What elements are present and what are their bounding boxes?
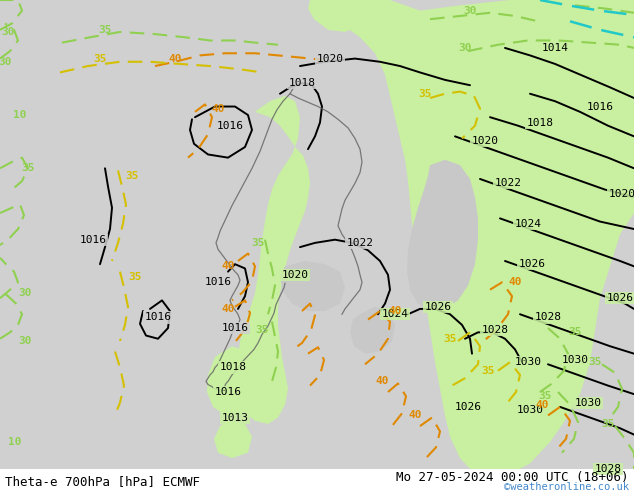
Text: 35: 35 bbox=[251, 238, 265, 248]
Text: 1016: 1016 bbox=[205, 277, 231, 287]
Polygon shape bbox=[308, 0, 360, 32]
Polygon shape bbox=[407, 160, 478, 311]
Text: 1016: 1016 bbox=[214, 387, 242, 397]
Text: 30: 30 bbox=[458, 43, 472, 53]
Text: 1030: 1030 bbox=[562, 355, 588, 365]
Text: 1026: 1026 bbox=[425, 302, 451, 312]
Text: 35: 35 bbox=[601, 419, 615, 429]
Text: 35: 35 bbox=[256, 325, 269, 335]
Text: 35: 35 bbox=[568, 327, 582, 337]
Text: 1018: 1018 bbox=[526, 118, 553, 127]
Text: 1024: 1024 bbox=[382, 309, 408, 319]
Text: 1026: 1026 bbox=[607, 293, 633, 303]
Text: 40: 40 bbox=[221, 304, 235, 314]
Text: 10: 10 bbox=[8, 437, 22, 447]
Text: 1014: 1014 bbox=[541, 43, 569, 53]
Text: 1024: 1024 bbox=[515, 219, 541, 229]
Text: Theta-e 700hPa [hPa] ECMWF: Theta-e 700hPa [hPa] ECMWF bbox=[5, 475, 200, 488]
Text: 40: 40 bbox=[408, 411, 422, 420]
Text: 1026: 1026 bbox=[455, 402, 481, 412]
Polygon shape bbox=[0, 469, 634, 490]
Text: 1028: 1028 bbox=[481, 325, 508, 335]
Text: ©weatheronline.co.uk: ©weatheronline.co.uk bbox=[504, 482, 629, 490]
Text: 40: 40 bbox=[375, 376, 389, 386]
Text: 1028: 1028 bbox=[595, 464, 621, 474]
Polygon shape bbox=[214, 421, 252, 458]
Text: 1026: 1026 bbox=[519, 259, 545, 269]
Text: 10: 10 bbox=[13, 110, 27, 120]
Text: 1016: 1016 bbox=[586, 101, 614, 112]
Text: 1013: 1013 bbox=[221, 413, 249, 422]
Text: 35: 35 bbox=[443, 334, 456, 344]
Text: 30: 30 bbox=[1, 27, 15, 37]
Text: 1030: 1030 bbox=[574, 398, 602, 408]
Text: 40: 40 bbox=[221, 261, 235, 271]
Text: 35: 35 bbox=[22, 163, 35, 173]
Text: 1022: 1022 bbox=[347, 238, 373, 248]
Text: 40: 40 bbox=[211, 104, 224, 114]
Text: 1030: 1030 bbox=[515, 357, 541, 367]
Text: 1018: 1018 bbox=[288, 78, 316, 88]
Text: 35: 35 bbox=[418, 89, 432, 99]
Text: Mo 27-05-2024 00:00 UTC (18+06): Mo 27-05-2024 00:00 UTC (18+06) bbox=[396, 471, 629, 484]
Text: 35: 35 bbox=[538, 391, 552, 401]
Text: 40: 40 bbox=[508, 277, 522, 287]
Text: 40: 40 bbox=[168, 53, 182, 64]
Text: 35: 35 bbox=[93, 53, 107, 64]
Text: 40: 40 bbox=[535, 400, 549, 410]
Text: 35: 35 bbox=[588, 357, 602, 367]
Text: 1020: 1020 bbox=[609, 189, 634, 199]
Text: 35: 35 bbox=[98, 25, 112, 35]
Polygon shape bbox=[235, 96, 310, 424]
Polygon shape bbox=[350, 307, 395, 354]
Text: 1016: 1016 bbox=[79, 235, 107, 245]
Text: 30: 30 bbox=[0, 57, 12, 67]
Text: 1020: 1020 bbox=[281, 270, 309, 280]
Text: 30: 30 bbox=[463, 6, 477, 16]
Polygon shape bbox=[280, 261, 345, 311]
Text: 35: 35 bbox=[126, 171, 139, 181]
Text: 1016: 1016 bbox=[145, 313, 172, 322]
Text: 1028: 1028 bbox=[534, 313, 562, 322]
Text: 1022: 1022 bbox=[495, 178, 522, 188]
Text: 1030: 1030 bbox=[517, 405, 543, 415]
Text: 1020: 1020 bbox=[472, 136, 498, 146]
Polygon shape bbox=[207, 346, 260, 416]
Text: 1020: 1020 bbox=[316, 53, 344, 64]
Text: 1018: 1018 bbox=[219, 363, 247, 372]
Polygon shape bbox=[310, 0, 634, 479]
Text: 40: 40 bbox=[388, 306, 402, 316]
Text: 1016: 1016 bbox=[216, 121, 243, 131]
Text: 35: 35 bbox=[481, 366, 495, 376]
Text: 30: 30 bbox=[18, 336, 32, 346]
Text: 30: 30 bbox=[18, 288, 32, 298]
Text: 1016: 1016 bbox=[221, 323, 249, 333]
Text: 35: 35 bbox=[128, 272, 142, 282]
